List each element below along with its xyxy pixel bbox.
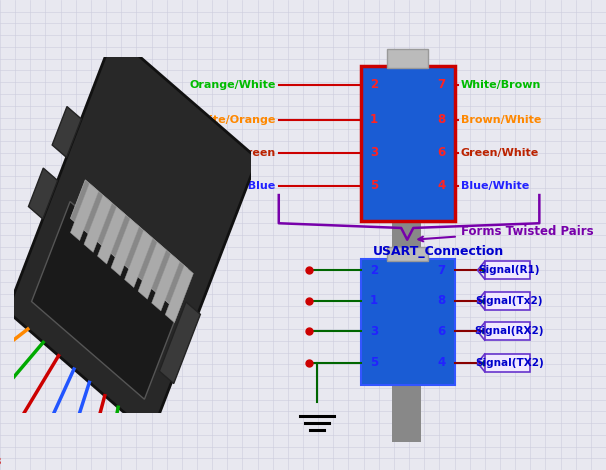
Text: 5: 5 bbox=[370, 179, 378, 192]
Text: 2: 2 bbox=[370, 264, 378, 277]
Text: Forms Twisted Pairs: Forms Twisted Pairs bbox=[418, 225, 593, 242]
Text: Signal(RX2): Signal(RX2) bbox=[474, 326, 544, 337]
Text: Orange/White: Orange/White bbox=[189, 79, 276, 90]
Text: 8: 8 bbox=[437, 113, 445, 126]
Text: White/Orange: White/Orange bbox=[189, 115, 276, 125]
Text: Signal(R1): Signal(R1) bbox=[479, 265, 540, 275]
Text: 5: 5 bbox=[370, 356, 378, 369]
Text: 6: 6 bbox=[437, 325, 445, 338]
FancyBboxPatch shape bbox=[485, 354, 530, 372]
Text: 3: 3 bbox=[370, 325, 378, 338]
FancyBboxPatch shape bbox=[387, 247, 428, 261]
Text: 7: 7 bbox=[437, 264, 445, 277]
Text: White/Green: White/Green bbox=[198, 148, 276, 158]
Text: Brown/White: Brown/White bbox=[461, 115, 541, 125]
FancyBboxPatch shape bbox=[361, 258, 454, 385]
FancyBboxPatch shape bbox=[485, 322, 530, 340]
Text: 6: 6 bbox=[437, 146, 445, 159]
Text: 8: 8 bbox=[437, 294, 445, 307]
Text: White/Brown: White/Brown bbox=[461, 79, 541, 90]
Text: Signal(Tx2): Signal(Tx2) bbox=[476, 296, 543, 306]
Text: Green/White: Green/White bbox=[461, 148, 539, 158]
Text: 1: 1 bbox=[370, 294, 378, 307]
Text: 4: 4 bbox=[437, 356, 445, 369]
Text: Blue/White: Blue/White bbox=[461, 180, 529, 191]
Text: White/Blue: White/Blue bbox=[207, 180, 276, 191]
FancyBboxPatch shape bbox=[485, 261, 530, 279]
FancyBboxPatch shape bbox=[392, 216, 421, 263]
Text: 2: 2 bbox=[370, 78, 378, 91]
FancyBboxPatch shape bbox=[361, 66, 454, 221]
Text: 1: 1 bbox=[370, 113, 378, 126]
Text: 7: 7 bbox=[437, 78, 445, 91]
Text: 4: 4 bbox=[437, 179, 445, 192]
FancyBboxPatch shape bbox=[485, 292, 530, 310]
Text: USART_Connection: USART_Connection bbox=[373, 245, 504, 258]
Text: 3: 3 bbox=[370, 146, 378, 159]
FancyBboxPatch shape bbox=[392, 383, 421, 442]
FancyBboxPatch shape bbox=[387, 49, 428, 68]
Text: Signal(TX2): Signal(TX2) bbox=[475, 358, 544, 368]
